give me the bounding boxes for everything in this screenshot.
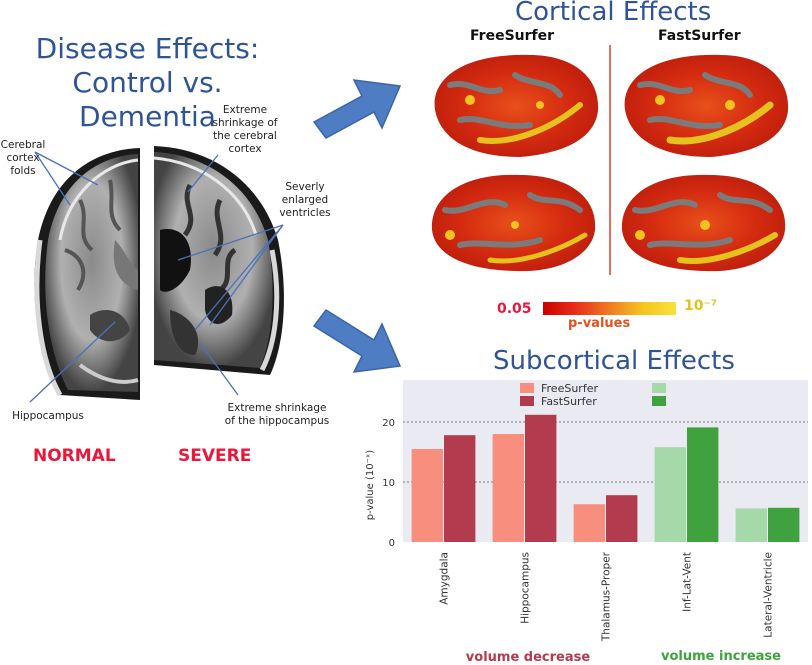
x-tick-label: Hippocampus [520,552,532,624]
colorbar-min: 0.05 [497,301,532,317]
y-tick-label: 0 [389,538,395,549]
subcortical-chart: 0 10 20 Amygdala Hippocampus Thalamus-Proper… [365,380,808,665]
colorbar-max: 10⁻⁷ [684,298,718,314]
normal-label: NORMAL [33,446,116,466]
mri-images [29,140,284,405]
bar-freesurfer-amygdala [411,449,443,542]
title-line-1: Disease Effects: [35,32,260,65]
legend-swatch-freesurfer-light [520,383,534,393]
x-tick-label: Thalamus-Proper [601,551,613,642]
bar-freesurfer-hippocampus [492,434,524,542]
group-label-decrease: volume decrease [466,650,591,665]
y-axis-label: p-value (10⁻ˣ) [365,450,376,521]
brain-freesurfer-bottom [431,174,596,272]
brain-fastsurfer-top [624,54,789,157]
annotation-ventricles: Severly enlarged ventricles [279,181,331,219]
x-tick-label: Lateral-Ventricle [763,552,775,638]
grid-lines [403,421,808,483]
annotation-lines [29,151,284,403]
legend-label-fastsurfer: FastSurfer [541,395,597,408]
cortical-title: Cortical Effects [515,0,712,27]
x-tick-label: Inf-Lat-Vent [682,552,694,612]
annotation-shrink-hippo: Extreme shrinkage of the hippocampus [224,402,330,427]
brain-freesurfer-top [434,54,599,157]
legend-label-freesurfer: FreeSurfer [541,382,598,395]
disease-effects-title: Disease Effects: Control vs. Dementia [20,32,275,134]
freesurfer-col-label: FreeSurfer [470,28,555,44]
bar-fastsurfer-inf-lat-vent [687,427,719,542]
group-label-increase: volume increase [661,649,781,664]
bar-fastsurfer-amygdala [444,435,476,542]
y-tick-label: 20 [382,418,395,429]
y-ticks: 0 10 20 [382,418,395,549]
annotation-hippocampus: Hippocampus [12,410,84,422]
cortical-brains [431,45,789,275]
bar-freesurfer-inf-lat-vent [654,447,686,542]
legend: FreeSurfer FastSurfer [520,382,666,408]
mri-severe [153,146,284,375]
brain-fastsurfer-bottom [621,174,786,272]
y-tick-label: 10 [382,478,395,489]
annotation-cortex-folds: Cerebral cortex folds [0,139,46,177]
severe-label: SEVERE [178,446,252,466]
title-line-2: Control vs. Dementia [72,66,223,133]
x-ticks: Amygdala Hippocampus Thalamus-Proper Inf-La… [439,551,775,642]
legend-swatch-fastsurfer-dark [520,396,534,406]
mri-normal [34,148,140,400]
x-tick-label: Amygdala [439,552,451,605]
legend-swatch-fastsurfer-green [652,396,666,406]
legend-swatch-freesurfer-green [652,383,666,393]
subcortical-title: Subcortical Effects [493,346,735,376]
colorbar [543,302,676,315]
bar-fastsurfer-lateral-ventricle [768,507,800,542]
colorbar-label: p-values [568,316,631,331]
fastsurfer-col-label: FastSurfer [658,28,741,44]
annotation-shrink-cortex: Extreme shrinkage of the cerebral cortex [212,104,278,155]
bar-fastsurfer-hippocampus [525,414,557,542]
arrow-to-subcortical [312,308,402,373]
arrow-to-cortical [312,79,402,139]
bar-freesurfer-lateral-ventricle [735,508,767,542]
bars [411,414,800,542]
bar-freesurfer-thalamus-proper [573,504,605,542]
bar-fastsurfer-thalamus-proper [606,495,638,542]
